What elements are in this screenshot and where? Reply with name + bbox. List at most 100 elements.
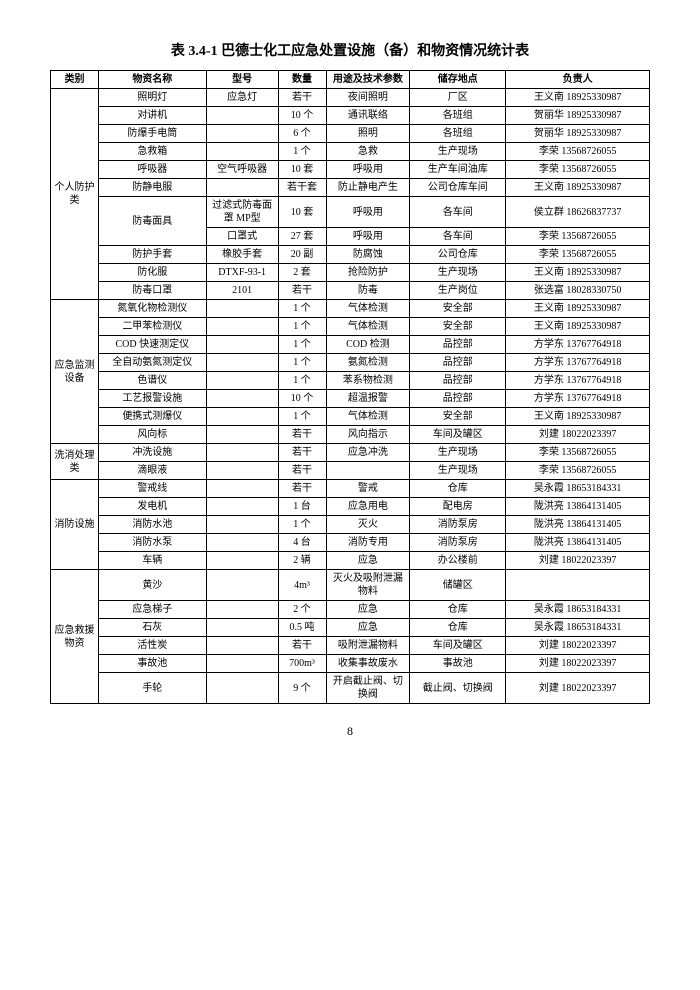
resp-cell: 陇洪亮 13864131405 — [506, 516, 650, 534]
use-cell: 应急 — [326, 552, 410, 570]
qty-cell: 27 套 — [278, 228, 326, 246]
qty-cell: 若干 — [278, 282, 326, 300]
name-cell: 便携式测爆仪 — [98, 408, 206, 426]
name-cell: 二甲苯检测仪 — [98, 318, 206, 336]
model-cell: 橡胶手套 — [206, 246, 278, 264]
header-category: 类别 — [51, 71, 99, 89]
name-cell: 防护手套 — [98, 246, 206, 264]
resp-cell: 李荣 13568726055 — [506, 161, 650, 179]
resp-cell: 李荣 13568726055 — [506, 228, 650, 246]
table-title: 表 3.4-1 巴德士化工应急处置设施（备）和物资情况统计表 — [50, 40, 650, 60]
qty-cell: 9 个 — [278, 673, 326, 704]
table-row: 风向标若干风向指示车间及罐区刘建 18022023397 — [51, 426, 650, 444]
use-cell: 开启截止阀、切换阀 — [326, 673, 410, 704]
name-cell: 应急梯子 — [98, 601, 206, 619]
use-cell: 应急 — [326, 601, 410, 619]
loc-cell: 消防泵房 — [410, 516, 506, 534]
qty-cell: 1 个 — [278, 408, 326, 426]
use-cell: COD 检测 — [326, 336, 410, 354]
qty-cell: 若干 — [278, 89, 326, 107]
resp-cell: 李荣 13568726055 — [506, 246, 650, 264]
model-cell — [206, 619, 278, 637]
name-cell: 石灰 — [98, 619, 206, 637]
table-row: 石灰0.5 吨应急仓库吴永霞 18653184331 — [51, 619, 650, 637]
resp-cell: 方学东 13767764918 — [506, 354, 650, 372]
category-cell: 消防设施 — [51, 480, 99, 570]
qty-cell: 1 个 — [278, 372, 326, 390]
qty-cell: 若干 — [278, 462, 326, 480]
resp-cell: 王义南 18925330987 — [506, 179, 650, 197]
loc-cell: 消防泵房 — [410, 534, 506, 552]
use-cell: 警戒 — [326, 480, 410, 498]
model-cell: 口罩式 — [206, 228, 278, 246]
name-cell: 全自动氨氮测定仪 — [98, 354, 206, 372]
table-row: 二甲苯检测仪1 个气体检测安全部王义南 18925330987 — [51, 318, 650, 336]
loc-cell: 各车间 — [410, 228, 506, 246]
table-row: 发电机1 台应急用电配电房陇洪亮 13864131405 — [51, 498, 650, 516]
use-cell: 灭火及吸附泄漏物料 — [326, 570, 410, 601]
use-cell: 呼吸用 — [326, 228, 410, 246]
use-cell: 应急冲洗 — [326, 444, 410, 462]
category-cell: 应急救援物资 — [51, 570, 99, 704]
name-cell: 防毒面具 — [98, 197, 206, 246]
table-row: 防化服DTXF-93-12 套抢险防护生产现场王义南 18925330987 — [51, 264, 650, 282]
qty-cell: 20 副 — [278, 246, 326, 264]
table-row: 全自动氨氮测定仪1 个氨氮检测品控部方学东 13767764918 — [51, 354, 650, 372]
use-cell: 吸附泄漏物料 — [326, 637, 410, 655]
qty-cell: 10 套 — [278, 161, 326, 179]
resp-cell: 李荣 13568726055 — [506, 462, 650, 480]
qty-cell: 1 台 — [278, 498, 326, 516]
use-cell: 气体检测 — [326, 408, 410, 426]
qty-cell: 700m³ — [278, 655, 326, 673]
use-cell: 急救 — [326, 143, 410, 161]
loc-cell: 生产现场 — [410, 444, 506, 462]
table-row: 滴眼液若干生产现场李荣 13568726055 — [51, 462, 650, 480]
table-row: 防毒口罩2101若干防毒生产岗位张选富 18028330750 — [51, 282, 650, 300]
name-cell: 工艺报警设施 — [98, 390, 206, 408]
model-cell — [206, 480, 278, 498]
model-cell — [206, 354, 278, 372]
use-cell: 应急用电 — [326, 498, 410, 516]
table-row: 洗消处理类冲洗设施若干应急冲洗生产现场李荣 13568726055 — [51, 444, 650, 462]
table-row: 急救箱1 个急救生产现场李荣 13568726055 — [51, 143, 650, 161]
model-cell — [206, 336, 278, 354]
name-cell: 活性炭 — [98, 637, 206, 655]
resp-cell: 侯立群 18626837737 — [506, 197, 650, 228]
loc-cell: 各车间 — [410, 197, 506, 228]
qty-cell: 2 套 — [278, 264, 326, 282]
model-cell — [206, 426, 278, 444]
name-cell: 防毒口罩 — [98, 282, 206, 300]
use-cell: 抢险防护 — [326, 264, 410, 282]
qty-cell: 1 个 — [278, 143, 326, 161]
loc-cell: 安全部 — [410, 408, 506, 426]
category-cell: 洗消处理类 — [51, 444, 99, 480]
resp-cell: 刘建 18022023397 — [506, 673, 650, 704]
model-cell — [206, 462, 278, 480]
qty-cell: 6 个 — [278, 125, 326, 143]
table-row: 事故池700m³收集事故废水事故池刘建 18022023397 — [51, 655, 650, 673]
header-model: 型号 — [206, 71, 278, 89]
loc-cell: 办公楼前 — [410, 552, 506, 570]
table-row: 呼吸器空气呼吸器10 套呼吸用生产车间油库李荣 13568726055 — [51, 161, 650, 179]
model-cell: 空气呼吸器 — [206, 161, 278, 179]
model-cell: 应急灯 — [206, 89, 278, 107]
model-cell: DTXF-93-1 — [206, 264, 278, 282]
name-cell: 消防水泵 — [98, 534, 206, 552]
resp-cell: 王义南 18925330987 — [506, 300, 650, 318]
use-cell: 照明 — [326, 125, 410, 143]
resp-cell: 李荣 13568726055 — [506, 444, 650, 462]
qty-cell: 1 个 — [278, 516, 326, 534]
loc-cell: 各班组 — [410, 125, 506, 143]
loc-cell: 生产岗位 — [410, 282, 506, 300]
use-cell: 应急 — [326, 619, 410, 637]
table-row: 消防水池1 个灭火消防泵房陇洪亮 13864131405 — [51, 516, 650, 534]
use-cell: 苯系物检测 — [326, 372, 410, 390]
model-cell — [206, 601, 278, 619]
name-cell: COD 快速测定仪 — [98, 336, 206, 354]
use-cell: 气体检测 — [326, 318, 410, 336]
name-cell: 色谱仪 — [98, 372, 206, 390]
table-row: 手轮9 个开启截止阀、切换阀截止阀、切换阀刘建 18022023397 — [51, 673, 650, 704]
qty-cell: 若干 — [278, 444, 326, 462]
resp-cell: 王义南 18925330987 — [506, 408, 650, 426]
loc-cell: 品控部 — [410, 336, 506, 354]
